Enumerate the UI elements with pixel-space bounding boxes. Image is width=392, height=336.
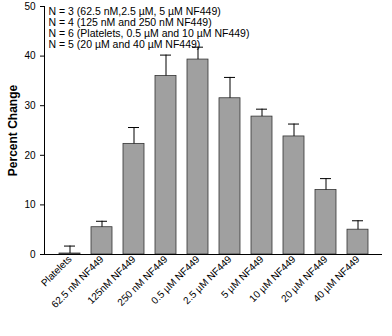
svg-text:30: 30	[24, 100, 36, 111]
svg-text:5 µM NF449: 5 µM NF449	[218, 253, 266, 301]
svg-text:0.5 µM NF449: 0.5 µM NF449	[148, 253, 202, 307]
svg-text:Platelets: Platelets	[38, 253, 74, 289]
svg-text:10: 10	[24, 199, 36, 210]
svg-text:N = 3 (62.5 nM,2.5 µM, 5 µM NF: N = 3 (62.5 nM,2.5 µM, 5 µM NF449)N = 4 …	[49, 5, 250, 50]
svg-text:50: 50	[24, 1, 36, 12]
svg-text:20: 20	[24, 150, 36, 161]
svg-text:10 µM NF449: 10 µM NF449	[246, 253, 298, 305]
svg-text:2.5 µM NF449: 2.5 µM NF449	[180, 253, 234, 307]
svg-text:20 µM NF449: 20 µM NF449	[278, 253, 330, 305]
svg-text:40: 40	[24, 50, 36, 61]
svg-text:250 nM NF449: 250 nM NF449	[115, 253, 170, 308]
svg-text:0: 0	[30, 249, 36, 260]
svg-text:40 µM NF449: 40 µM NF449	[311, 253, 362, 304]
svg-text:125nM NF449: 125nM NF449	[85, 253, 138, 306]
svg-text:Percent Change: Percent Change	[6, 84, 20, 176]
svg-text:62.5 nM NF449: 62.5 nM NF449	[49, 253, 106, 310]
